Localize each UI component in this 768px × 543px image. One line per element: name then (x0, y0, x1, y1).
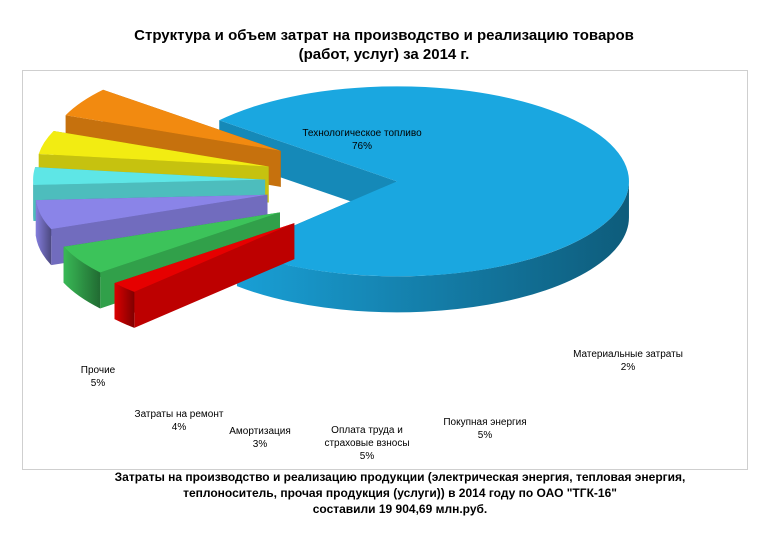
footnote-line3: составили 19 904,69 млн.руб. (312, 502, 488, 516)
chart-title: Структура и объем затрат на производство… (0, 26, 768, 64)
pie-slice-1 (219, 86, 629, 313)
data-label-name: Технологическое топливо (302, 128, 422, 139)
data-label-value: 5% (478, 430, 493, 441)
data-label-value: 76% (352, 141, 372, 152)
pie-slice-1-face (219, 120, 397, 218)
pie-slice-5-top (33, 167, 266, 185)
pie-slice-4-top (35, 194, 268, 230)
data-label-name: Оплата труда и (331, 425, 403, 436)
data-label-7: Прочие 5% (81, 365, 116, 389)
pie-slice-1-rim (236, 181, 629, 313)
pie-slice-2-top (114, 223, 295, 292)
footnote-line1: Затраты на производство и реализацию про… (114, 470, 686, 484)
data-label-2: Материальные затраты 2% (573, 349, 683, 373)
data-label-name: Покупная энергия (443, 417, 526, 428)
data-label-1: Технологическое топливо 76% (302, 128, 422, 152)
data-label-name: Материальные затраты (573, 349, 683, 360)
data-label-value: 5% (360, 451, 375, 462)
chart-footnote: Затраты на производство и реализацию про… (60, 469, 740, 517)
pie-slice-6-top (38, 130, 269, 167)
chart-title-line1: Структура и объем затрат на производство… (134, 27, 634, 44)
data-label-value: 5% (91, 378, 106, 389)
pie-slice-7-top (65, 89, 281, 151)
data-label-name: страховые взносы (324, 438, 409, 449)
pie-slice-1-top (219, 86, 629, 277)
data-label-value: 4% (172, 422, 187, 433)
data-label-4: Оплата труда и страховые взносы 5% (324, 425, 409, 462)
pie-slice-3-rim (63, 246, 101, 309)
data-label-3: Покупная энергия 5% (443, 417, 526, 441)
pie-slice-2-rim (114, 283, 135, 328)
data-label-name: Амортизация (229, 426, 291, 437)
pie-slice-2-face (134, 223, 295, 328)
data-label-value: 2% (621, 362, 636, 373)
data-label-name: Затраты на ремонт (135, 409, 224, 420)
chart-title-line2: (работ, услуг) за 2014 г. (298, 46, 470, 63)
pie-slice-3-top (63, 212, 280, 273)
pie-slice-4-rim (35, 200, 52, 266)
data-label-value: 3% (253, 439, 268, 450)
data-label-5: Амортизация 3% (229, 426, 291, 450)
data-label-6: Затраты на ремонт 4% (135, 409, 224, 433)
pie-slice-2 (114, 223, 295, 328)
footnote-line2: теплоноситель, прочая продукция (услуги)… (183, 486, 617, 500)
data-label-name: Прочие (81, 365, 116, 376)
